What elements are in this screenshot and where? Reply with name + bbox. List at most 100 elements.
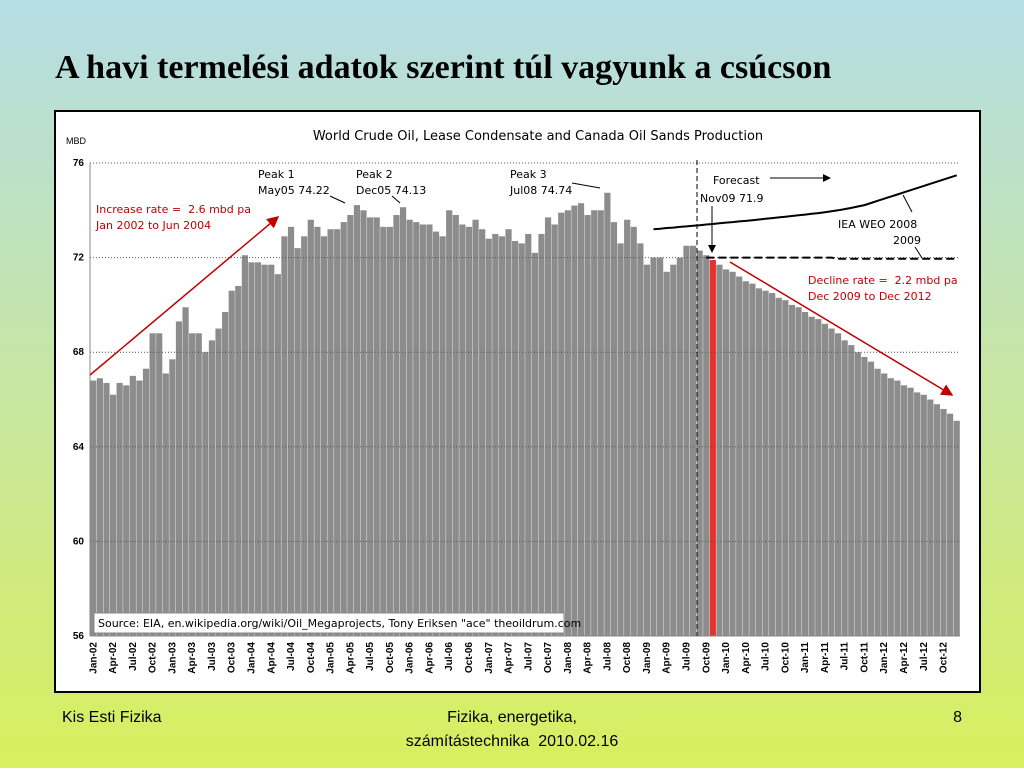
bar	[637, 243, 644, 636]
increase-arrow	[89, 216, 280, 376]
bar	[123, 385, 130, 636]
y-tick-label: 56	[73, 631, 85, 642]
annotation: Jan 2002 to Jun 2004	[95, 219, 211, 232]
bar	[933, 404, 941, 636]
x-tick-label: Apr-04	[266, 642, 277, 674]
x-tick-label: Apr-02	[108, 642, 119, 674]
bar	[696, 250, 703, 636]
x-tick-label: Jul-12	[919, 642, 930, 671]
bar	[432, 231, 440, 636]
bar	[907, 387, 914, 636]
bar	[129, 375, 136, 636]
x-tick-label: Oct-02	[148, 642, 159, 674]
x-tick-label: Apr-06	[424, 642, 435, 674]
leader	[329, 195, 346, 204]
bar	[854, 352, 861, 636]
bar	[630, 226, 637, 637]
y-tick-label: 64	[73, 442, 85, 453]
bar	[208, 340, 216, 636]
bar	[314, 226, 321, 637]
x-tick-label: Oct-04	[306, 642, 317, 674]
bar	[894, 380, 901, 636]
annotation: Peak 3	[510, 168, 547, 181]
bar	[722, 269, 730, 636]
y-tick-label: 72	[73, 253, 85, 264]
bar	[617, 243, 624, 636]
bar	[413, 222, 420, 636]
bar	[577, 203, 585, 636]
footer-center: számítástechnika 2010.02.16	[406, 733, 619, 750]
x-tick-label: Jul-08	[602, 642, 613, 671]
bar	[479, 229, 486, 636]
x-tick-label: Jan-09	[642, 642, 653, 674]
x-tick-label: Jan-03	[167, 642, 178, 674]
bar	[848, 345, 855, 636]
forecast-line	[706, 256, 957, 260]
footer-left: Kis Esti Fizika	[62, 709, 162, 726]
x-tick-label: Oct-09	[701, 642, 712, 674]
bar	[670, 264, 677, 636]
bar	[261, 264, 268, 636]
bar	[564, 210, 571, 637]
bar	[281, 236, 288, 636]
x-tick-label: Oct-12	[939, 642, 950, 674]
annotation: Dec 2009 to Dec 2012	[808, 290, 932, 303]
bar	[874, 368, 881, 636]
x-tick-label: Jul-07	[523, 642, 534, 671]
bar	[755, 288, 763, 636]
source: Source: EIA, en.wikipedia.org/wiki/Oil_M…	[98, 617, 581, 630]
bar	[861, 356, 868, 636]
bar	[254, 262, 262, 636]
bar	[604, 192, 611, 636]
bar	[109, 394, 117, 636]
x-tick-label: Jul-05	[365, 642, 376, 671]
bar	[551, 224, 558, 637]
forecast-line	[653, 174, 958, 231]
x-tick-label: Oct-08	[622, 642, 633, 674]
bar	[353, 205, 361, 637]
bar	[446, 210, 453, 637]
x-tick-label: Apr-08	[583, 642, 594, 674]
bar	[782, 300, 789, 636]
x-tick-label: Oct-06	[464, 642, 475, 674]
bar	[558, 212, 565, 637]
bar	[360, 210, 367, 637]
bar	[505, 229, 512, 636]
bar	[90, 380, 97, 636]
bar	[386, 226, 393, 637]
bar	[663, 271, 670, 636]
bar	[465, 226, 473, 637]
bar	[307, 219, 314, 636]
x-tick-label: Apr-07	[504, 642, 515, 674]
bar	[439, 236, 446, 636]
x-tick-label: Oct-10	[780, 642, 791, 674]
y-label: MBD	[66, 136, 87, 146]
x-tick-label: Jan-02	[88, 642, 99, 674]
bar	[472, 219, 479, 636]
bar	[512, 241, 519, 637]
bar	[821, 323, 828, 636]
y-tick-label: 76	[73, 158, 85, 169]
bar	[228, 290, 235, 636]
bar	[202, 352, 209, 636]
x-tick-label: Jul-02	[128, 642, 139, 671]
bar	[815, 319, 822, 636]
bar	[452, 215, 459, 636]
x-tick-label: Jul-03	[207, 642, 218, 671]
bar	[689, 245, 697, 636]
annotation: Nov09 71.9	[700, 192, 763, 205]
bar	[485, 238, 492, 636]
bar	[584, 215, 591, 636]
x-tick-label: Jan-05	[326, 642, 337, 674]
bar	[393, 215, 400, 636]
bar	[867, 361, 875, 636]
bar	[241, 255, 248, 637]
bar	[683, 245, 690, 636]
x-tick-label: Jan-04	[246, 642, 257, 674]
x-tick-label: Jan-10	[721, 642, 732, 674]
bar	[406, 219, 413, 636]
leader	[902, 194, 913, 213]
bar	[769, 293, 776, 636]
